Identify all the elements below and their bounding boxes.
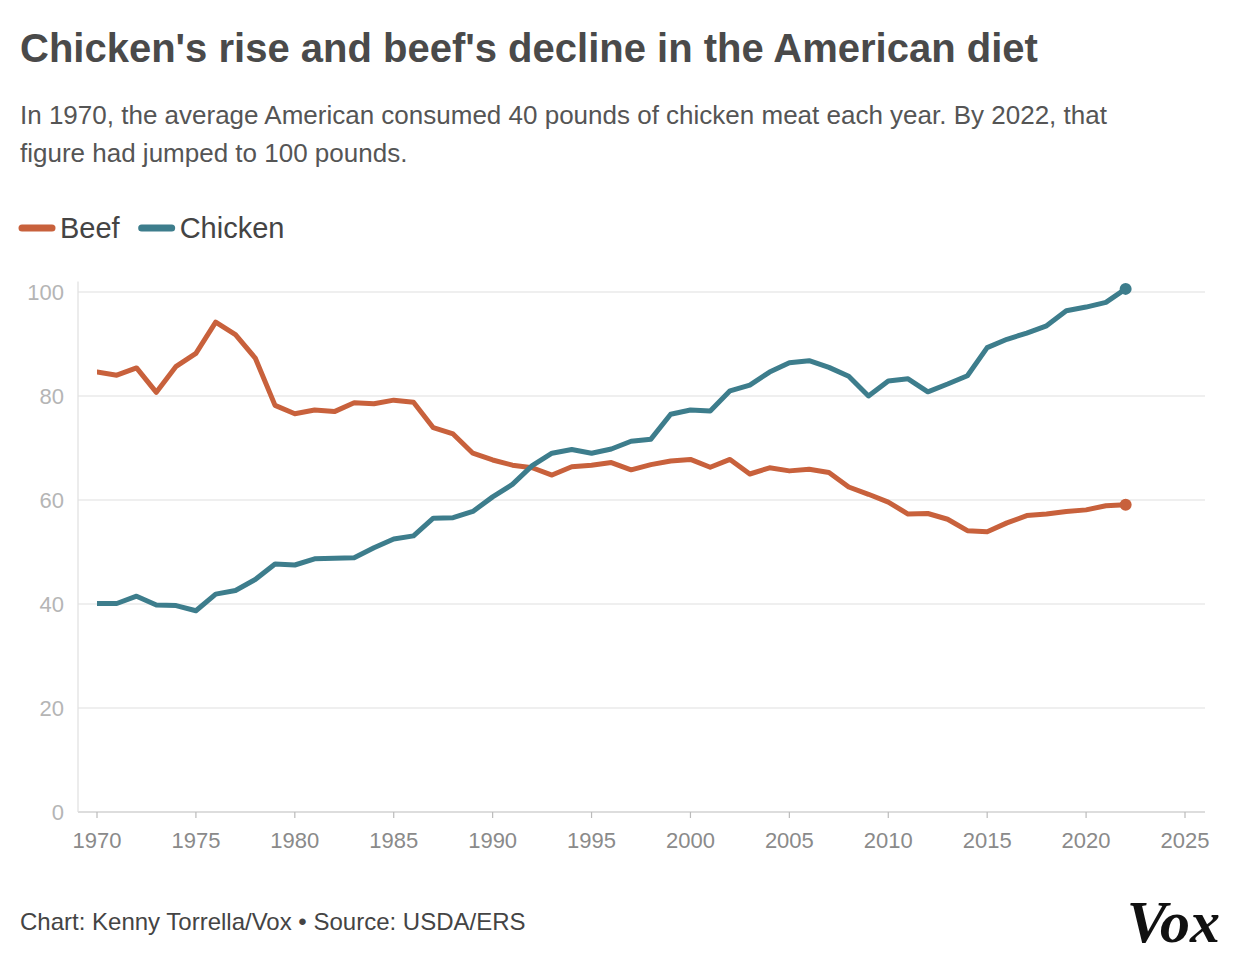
x-tick-label: 1995 bbox=[567, 828, 616, 853]
x-tick-label: 2025 bbox=[1161, 828, 1210, 853]
logo: Vox bbox=[1127, 889, 1220, 955]
y-tick-label: 60 bbox=[40, 488, 64, 513]
grid-line bbox=[78, 603, 1205, 604]
x-tick bbox=[393, 812, 394, 818]
grid-line bbox=[78, 707, 1205, 708]
x-tick bbox=[888, 812, 889, 818]
subtitle: In 1970, the average American consumed 4… bbox=[20, 96, 1130, 172]
x-tick-label: 1985 bbox=[369, 828, 418, 853]
y-tick-label: 80 bbox=[40, 384, 64, 409]
grid-line bbox=[78, 499, 1205, 500]
grid-line bbox=[78, 395, 1205, 396]
series-line bbox=[97, 322, 1126, 532]
x-tick bbox=[591, 812, 592, 818]
end-point bbox=[1120, 499, 1132, 511]
title: Chicken's rise and beef's decline in the… bbox=[20, 26, 1038, 70]
plot-area bbox=[97, 283, 1132, 611]
y-tick-label: 100 bbox=[27, 280, 64, 305]
x-tick-label: 2020 bbox=[1062, 828, 1111, 853]
legend-label: Beef bbox=[60, 212, 121, 244]
x-tick bbox=[492, 812, 493, 818]
x-tick-label: 2005 bbox=[765, 828, 814, 853]
x-tick-label: 2000 bbox=[666, 828, 715, 853]
y-tick-label: 20 bbox=[40, 696, 64, 721]
legend-swatch bbox=[142, 225, 172, 232]
y-axis-line bbox=[77, 282, 78, 812]
x-tick bbox=[987, 812, 988, 818]
x-tick bbox=[96, 812, 97, 818]
legend-swatch bbox=[22, 225, 52, 232]
x-tick-label: 1990 bbox=[468, 828, 517, 853]
y-tick-label: 0 bbox=[52, 800, 64, 825]
x-tick-label: 2010 bbox=[864, 828, 913, 853]
series-line bbox=[97, 289, 1126, 611]
x-tick-label: 1975 bbox=[171, 828, 220, 853]
grid-line bbox=[78, 811, 1205, 812]
x-tick bbox=[195, 812, 196, 818]
x-tick bbox=[789, 812, 790, 818]
x-tick-label: 2015 bbox=[963, 828, 1012, 853]
source: Chart: Kenny Torrella/Vox • Source: USDA… bbox=[20, 908, 526, 935]
y-tick-label: 40 bbox=[40, 592, 64, 617]
legend: Beef Chicken bbox=[22, 212, 284, 244]
x-tick bbox=[690, 812, 691, 818]
x-tick bbox=[294, 812, 295, 818]
x-tick-label: 1980 bbox=[270, 828, 319, 853]
x-tick bbox=[1184, 812, 1185, 818]
x-tick-label: 1970 bbox=[73, 828, 122, 853]
grid-line bbox=[78, 291, 1205, 292]
end-point bbox=[1120, 283, 1132, 295]
legend-label: Chicken bbox=[180, 212, 285, 244]
x-tick bbox=[1085, 812, 1086, 818]
chart: Chicken's rise and beef's decline in the… bbox=[0, 0, 1240, 974]
